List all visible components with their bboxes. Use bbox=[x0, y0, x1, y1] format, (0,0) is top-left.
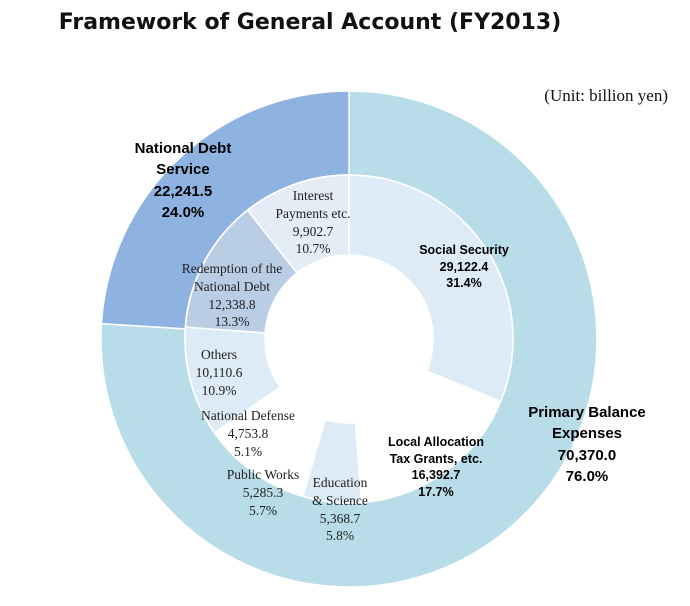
inner-label-value: 4,753.8 bbox=[227, 425, 269, 441]
inner-label-value: 5,368.7 bbox=[319, 510, 361, 526]
inner-label-name: Local Allocation bbox=[387, 435, 485, 449]
inner-label-percent: 10.7% bbox=[295, 241, 331, 257]
outer-label-name-line: Primary Balance bbox=[528, 404, 646, 421]
inner-label-social-security: Social Security 29,122.4 31.4% bbox=[408, 242, 520, 292]
inner-label-name: National Defense bbox=[200, 408, 296, 423]
inner-label-interest-payments: Interest Payments etc. 9,902.7 10.7% bbox=[264, 187, 362, 258]
inner-label-name: & Science bbox=[312, 492, 368, 508]
inner-label-others: Others 10,110.6 10.9% bbox=[184, 346, 254, 399]
outer-label-value: 70,370.0 bbox=[557, 446, 617, 464]
inner-label-name: Tax Grants, etc. bbox=[389, 451, 483, 466]
chart-title: Framework of General Account (FY2013) bbox=[58, 10, 562, 35]
inner-label-redemption-national-debt: Redemption of the National Debt 12,338.8… bbox=[176, 260, 288, 331]
inner-label-name: Interest bbox=[292, 188, 334, 203]
inner-label-percent: 17.7% bbox=[418, 484, 454, 499]
inner-label-name: Social Security bbox=[419, 243, 509, 257]
donut-center-hole bbox=[264, 254, 434, 424]
inner-label-name: Public Works bbox=[226, 467, 300, 482]
inner-label-local-allocation-tax-grants: Local Allocation Tax Grants, etc. 16,392… bbox=[380, 434, 492, 500]
unit-label: (Unit: billion yen) bbox=[544, 86, 668, 105]
outer-label-name-line: National Debt bbox=[134, 140, 232, 157]
inner-label-name: Redemption of the bbox=[181, 261, 283, 276]
inner-label-education-science: Education & Science 5,368.7 5.8% bbox=[292, 474, 388, 545]
inner-label-value: 16,392.7 bbox=[411, 468, 461, 482]
inner-label-name: Payments etc. bbox=[275, 205, 351, 221]
inner-label-percent: 10.9% bbox=[201, 382, 237, 398]
outer-label-percent: 76.0% bbox=[565, 467, 609, 485]
inner-label-percent: 31.4% bbox=[446, 276, 482, 290]
inner-ring-outline bbox=[184, 174, 514, 504]
inner-label-value: 10,110.6 bbox=[195, 364, 243, 380]
inner-label-public-works: Public Works 5,285.3 5.7% bbox=[218, 466, 308, 519]
outer-label-name-line: Expenses bbox=[551, 425, 623, 443]
inner-label-percent: 5.8% bbox=[325, 528, 355, 544]
inner-label-percent: 13.3% bbox=[214, 314, 250, 330]
inner-label-percent: 5.7% bbox=[248, 502, 278, 518]
inner-label-value: 9,902.7 bbox=[292, 223, 334, 239]
inner-label-name: National Debt bbox=[193, 278, 271, 294]
inner-label-name: Others bbox=[201, 347, 237, 362]
outer-label-national-debt-service: National Debt Service 22,241.5 24.0% bbox=[118, 138, 248, 223]
outer-label-percent: 24.0% bbox=[161, 203, 205, 221]
inner-label-value: 12,338.8 bbox=[208, 296, 256, 312]
inner-label-name: Education bbox=[312, 475, 368, 490]
inner-label-value: 29,122.4 bbox=[439, 259, 489, 274]
inner-label-national-defense: National Defense 4,753.8 5.1% bbox=[196, 407, 300, 460]
inner-label-percent: 5.1% bbox=[233, 443, 263, 459]
inner-label-value: 5,285.3 bbox=[242, 484, 284, 500]
outer-label-primary-balance-expenses: Primary Balance Expenses 70,370.0 76.0% bbox=[512, 402, 662, 487]
outer-label-name-line: Service bbox=[156, 161, 210, 179]
outer-label-value: 22,241.5 bbox=[153, 182, 213, 200]
